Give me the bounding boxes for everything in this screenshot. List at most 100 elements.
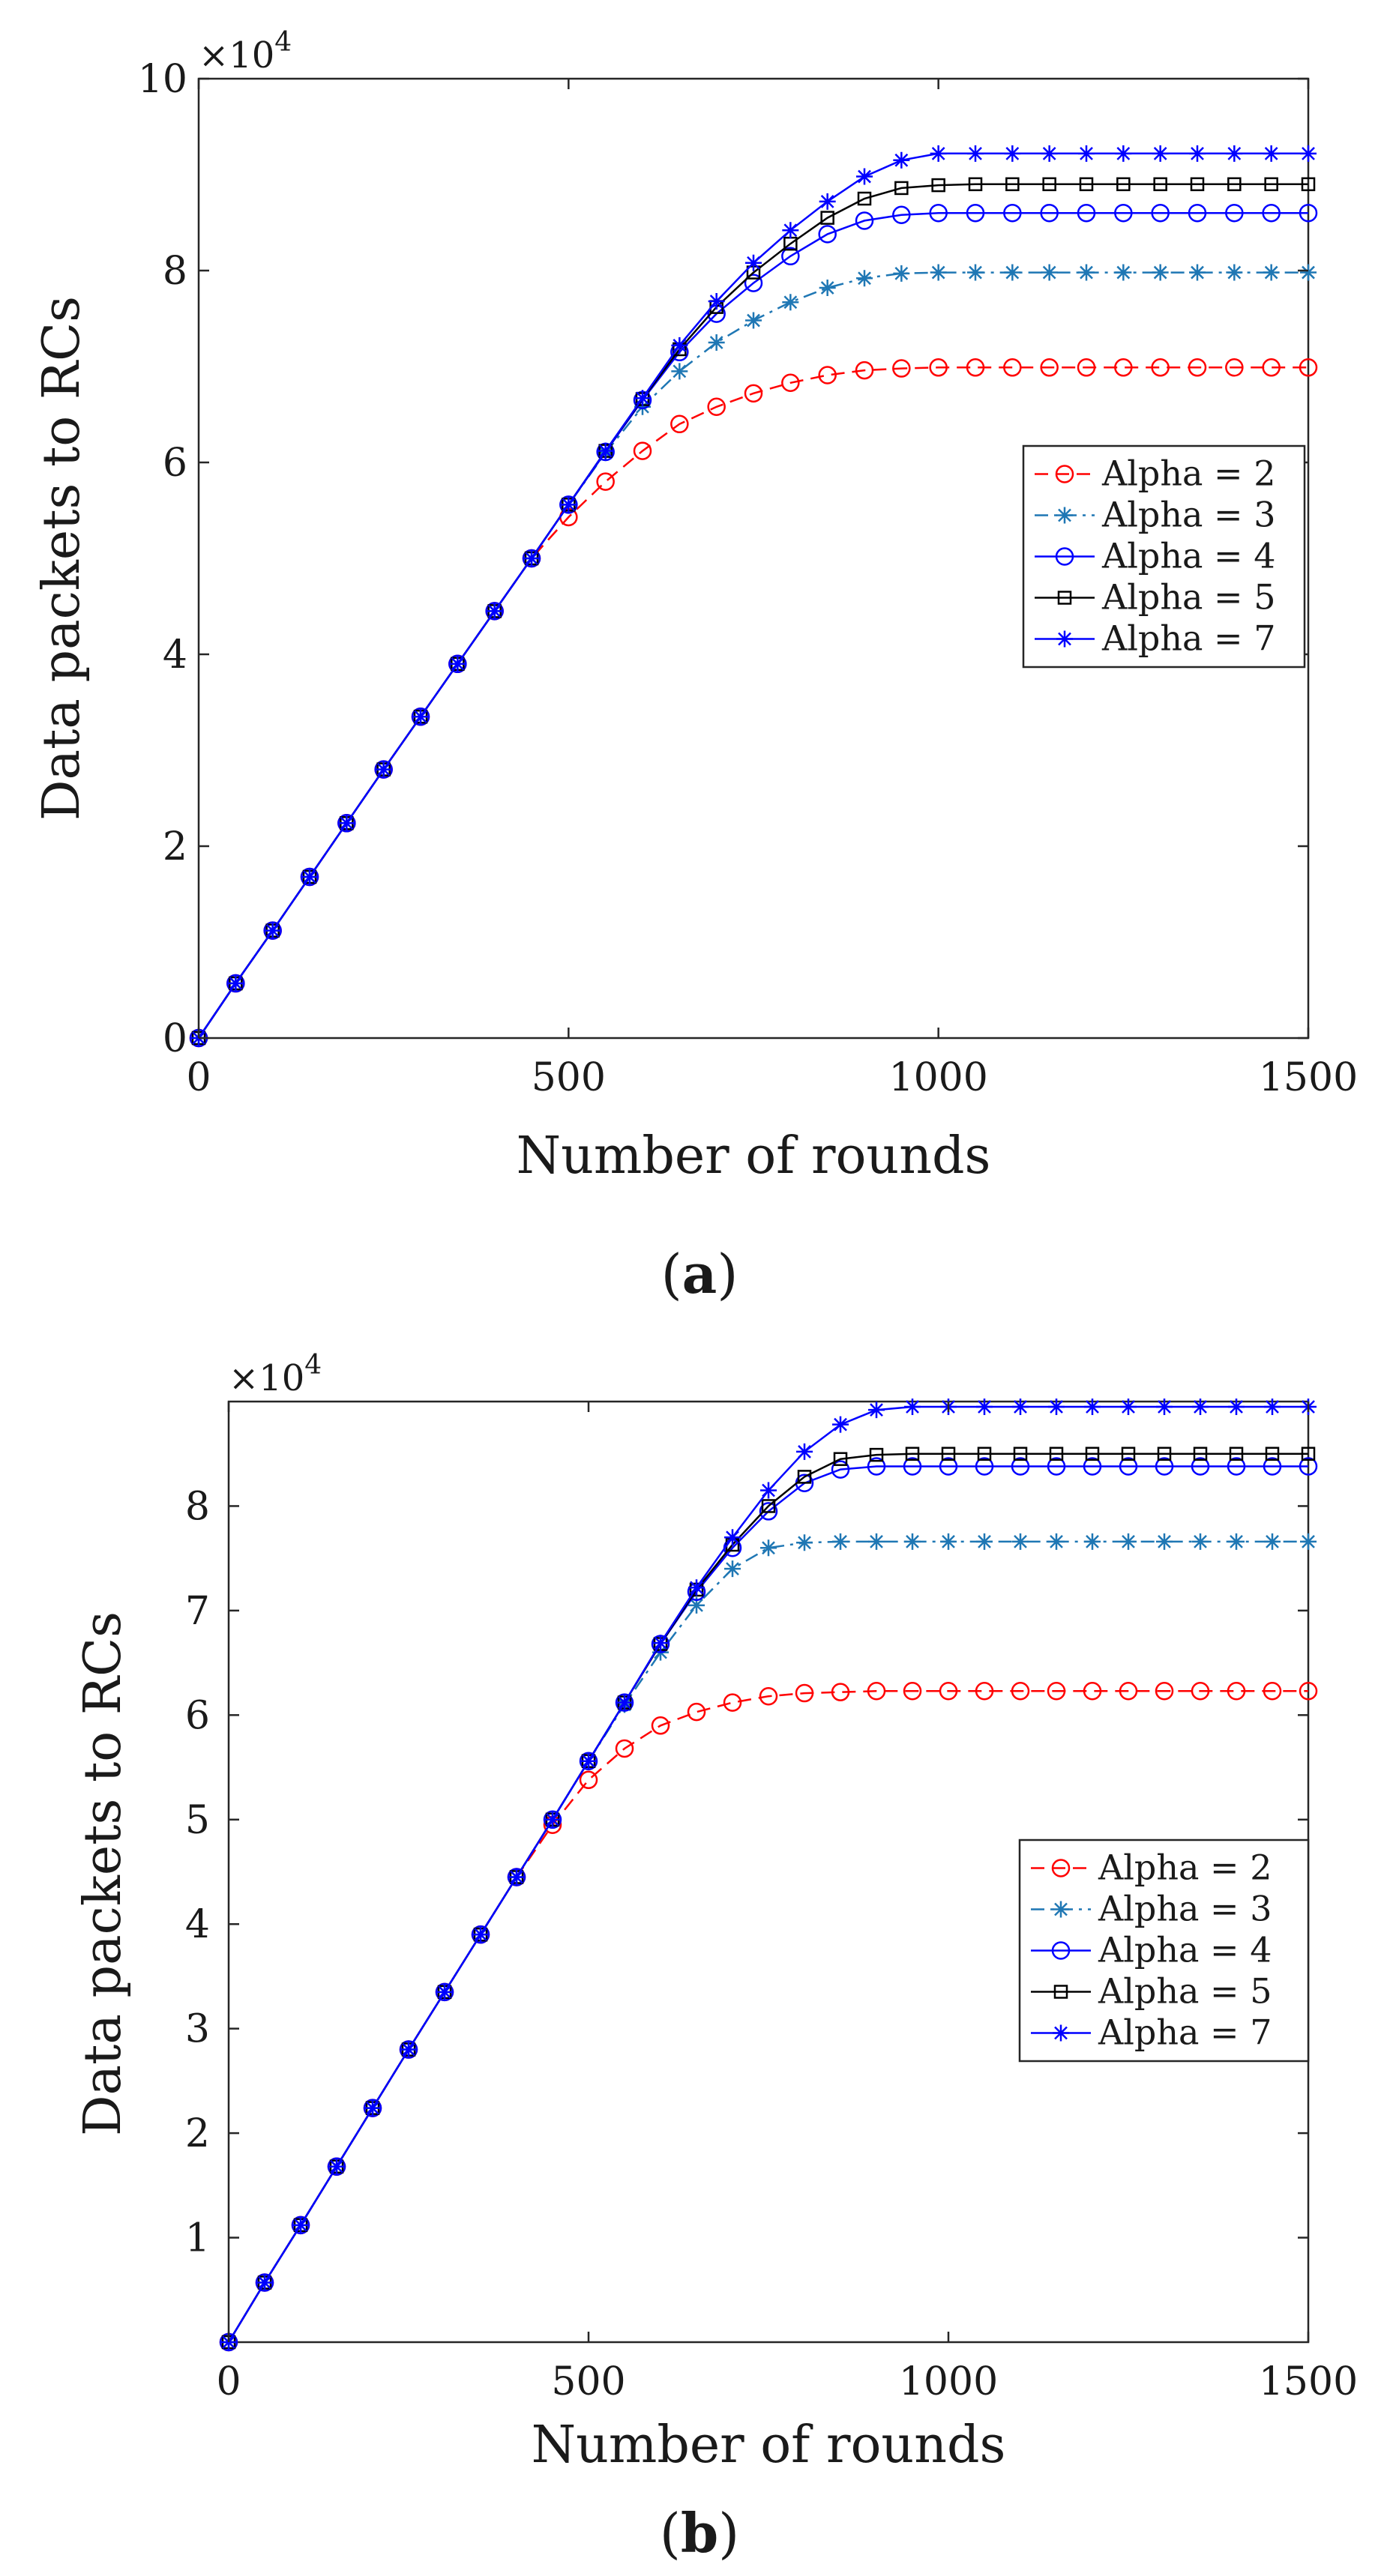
x-tick-label: 1000 xyxy=(899,2359,998,2404)
data-point xyxy=(1048,1533,1065,1550)
data-point xyxy=(1188,358,1207,377)
data-point xyxy=(894,181,909,196)
data-point xyxy=(820,211,834,225)
data-point xyxy=(1299,1682,1318,1701)
data-point xyxy=(1155,1457,1174,1476)
legend-marker xyxy=(1057,591,1072,605)
data-point xyxy=(1228,1533,1245,1550)
data-point xyxy=(596,472,615,491)
data-point xyxy=(1228,1398,1245,1415)
legend-entry-label: Alpha = 7 xyxy=(1101,618,1275,659)
data-point xyxy=(708,292,725,310)
data-point xyxy=(819,193,836,210)
data-point xyxy=(449,655,466,672)
data-point xyxy=(1011,1682,1030,1701)
panel-b-exponent-power: 4 xyxy=(304,1350,322,1381)
data-point xyxy=(400,2041,417,2058)
data-point xyxy=(472,1926,489,1943)
panel-b-caption-label: b xyxy=(681,2501,718,2565)
panel-a-exponent-power: 4 xyxy=(274,27,292,58)
data-point xyxy=(580,1752,597,1770)
data-point xyxy=(1003,203,1022,223)
data-point xyxy=(941,1447,956,1461)
data-point xyxy=(1049,1447,1064,1461)
data-point xyxy=(1153,177,1167,192)
y-tick-label: 8 xyxy=(163,249,187,294)
data-point xyxy=(723,1693,742,1712)
data-point xyxy=(759,1686,778,1706)
legend-marker xyxy=(1056,507,1073,524)
data-point xyxy=(1011,1457,1030,1476)
data-point xyxy=(760,1539,777,1557)
y-tick-label: 2 xyxy=(163,824,187,869)
data-point xyxy=(708,334,725,351)
data-point xyxy=(833,1452,848,1466)
data-point xyxy=(523,550,540,567)
data-point xyxy=(1263,264,1280,281)
data-point xyxy=(579,1770,598,1790)
legend-marker xyxy=(1053,1985,1068,1999)
data-point xyxy=(939,1457,958,1476)
x-tick-label: 0 xyxy=(186,1055,211,1100)
data-point xyxy=(1115,264,1132,281)
panel-a-x-axis-title: Number of rounds xyxy=(517,1126,991,1186)
y-tick-label: 4 xyxy=(185,1902,210,1947)
legend-marker xyxy=(1051,1859,1071,1877)
data-point xyxy=(744,274,763,292)
data-point xyxy=(1301,1447,1316,1461)
data-point xyxy=(966,203,985,223)
data-point xyxy=(903,1457,922,1476)
data-point xyxy=(1012,1533,1029,1550)
data-point xyxy=(892,359,911,378)
y-tick-label: 3 xyxy=(185,2007,210,2052)
data-point xyxy=(1262,203,1281,223)
data-point xyxy=(892,205,911,225)
data-point xyxy=(905,1447,920,1461)
panel-b-exponent-base: ×10 xyxy=(229,1357,304,1399)
panel-b-caption: (b) xyxy=(660,2501,740,2565)
data-point xyxy=(1264,177,1278,192)
data-point xyxy=(867,1457,886,1476)
data-point xyxy=(1265,1447,1280,1461)
data-point xyxy=(1299,203,1318,223)
data-point xyxy=(615,1739,634,1758)
data-point xyxy=(1156,1533,1173,1550)
panel-a-y-axis-title: Data packets to RCs xyxy=(32,296,91,821)
data-point xyxy=(867,1682,886,1701)
y-tick-label: 5 xyxy=(185,1798,210,1843)
data-point xyxy=(1189,145,1206,162)
data-point xyxy=(1114,358,1133,377)
panel-b-exponent: ×104 xyxy=(229,1350,322,1399)
data-point xyxy=(1300,1533,1317,1550)
data-point xyxy=(857,191,872,206)
data-point xyxy=(868,1402,885,1419)
data-point xyxy=(1188,203,1207,223)
data-point xyxy=(1152,264,1169,281)
legend-entry-label: Alpha = 2 xyxy=(1101,453,1275,494)
data-point xyxy=(832,1416,849,1433)
data-point xyxy=(869,1447,884,1462)
data-point xyxy=(1085,1447,1100,1461)
data-point xyxy=(832,1533,849,1550)
panel-a-caption-label: a xyxy=(682,1242,717,1306)
data-point xyxy=(1225,203,1244,223)
legend-marker xyxy=(1053,2024,1069,2042)
data-point xyxy=(1077,203,1096,223)
data-point xyxy=(652,1635,669,1652)
data-point xyxy=(1227,1457,1246,1476)
data-point xyxy=(1152,145,1169,162)
data-point xyxy=(436,1983,453,2000)
panel-b-x-axis-title: Number of rounds xyxy=(532,2416,1006,2475)
data-point xyxy=(724,1560,741,1578)
data-point xyxy=(903,1682,922,1701)
data-point xyxy=(1079,177,1094,192)
data-point xyxy=(328,2158,345,2175)
panel-b-y-axis-title: Data packets to RCs xyxy=(73,1611,133,2136)
data-point xyxy=(688,1596,705,1614)
data-point xyxy=(1047,1682,1066,1701)
y-tick-label: 7 xyxy=(185,1589,210,1634)
data-point xyxy=(1119,1682,1138,1701)
legend-entry-label: Alpha = 5 xyxy=(1101,577,1275,618)
data-point xyxy=(1119,1457,1138,1476)
